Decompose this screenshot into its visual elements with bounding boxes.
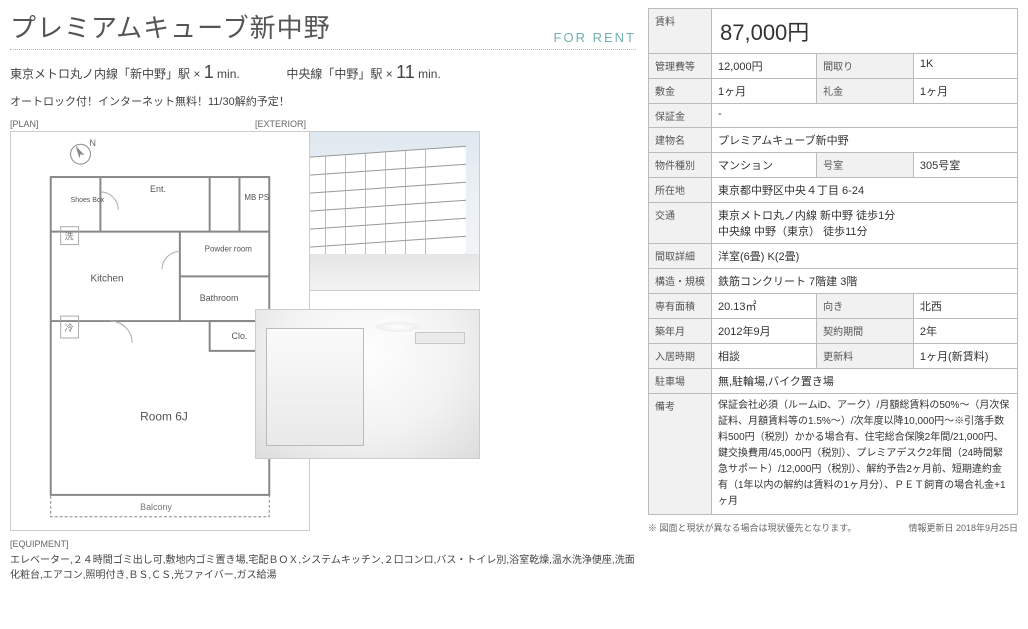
footnote-updated: 情報更新日 2018年9月25日 [908, 521, 1018, 534]
title-row: プレミアムキューブ新中野 FOR RENT [10, 8, 636, 50]
spec-table: 賃料 87,000円 管理費等12,000円 間取り1K 敷金1ヶ月 礼金1ヶ月… [648, 8, 1018, 515]
interior-label: [INTERIOR] [255, 297, 636, 307]
svg-text:Ent.: Ent. [150, 184, 166, 194]
svg-text:N: N [89, 138, 95, 148]
access1-suffix: min. [214, 67, 240, 81]
svg-text:Powder room: Powder room [205, 245, 253, 254]
for-rent-badge: FOR RENT [554, 30, 636, 45]
svg-text:洗: 洗 [65, 231, 74, 242]
property-title: プレミアムキューブ新中野 [10, 8, 331, 45]
access2-num: 11 [396, 62, 415, 82]
svg-text:冷: 冷 [65, 322, 74, 333]
equipment-text: エレベーター,２４時間ゴミ出し可,敷地内ゴミ置き場,宅配ＢＯＸ,システムキッチン… [10, 553, 636, 583]
svg-text:Kitchen: Kitchen [90, 273, 123, 284]
footnote-note: ※ 図面と現状が異なる場合は現状優先となります。 [648, 521, 856, 534]
svg-text:Bathroom: Bathroom [200, 293, 239, 303]
plan-label: [PLAN] [10, 119, 235, 129]
access1-prefix: 東京メトロ丸ノ内線「新中野」駅 × [10, 67, 204, 81]
access-line: 東京メトロ丸ノ内線「新中野」駅 × 1 min. 中央線「中野」駅 × 11 m… [10, 62, 636, 83]
interior-photo [255, 309, 480, 459]
svg-text:MB PS: MB PS [244, 193, 269, 202]
exterior-label: [EXTERIOR] [255, 119, 636, 129]
rent-label: 賃料 [649, 9, 712, 54]
access1-num: 1 [204, 62, 214, 82]
access2-prefix: 中央線「中野」駅 × [286, 67, 396, 81]
svg-text:Room 6J: Room 6J [140, 409, 188, 423]
svg-text:Shoes Box: Shoes Box [71, 197, 105, 204]
access2-suffix: min. [415, 67, 441, 81]
rent-value: 87,000円 [712, 9, 1018, 54]
svg-text:Clo.: Clo. [232, 331, 248, 341]
svg-text:Balcony: Balcony [140, 502, 172, 512]
promo-text: オートロック付！インターネット無料！11/30解約予定！ [10, 93, 636, 109]
equipment-label: [EQUIPMENT] [10, 539, 636, 549]
